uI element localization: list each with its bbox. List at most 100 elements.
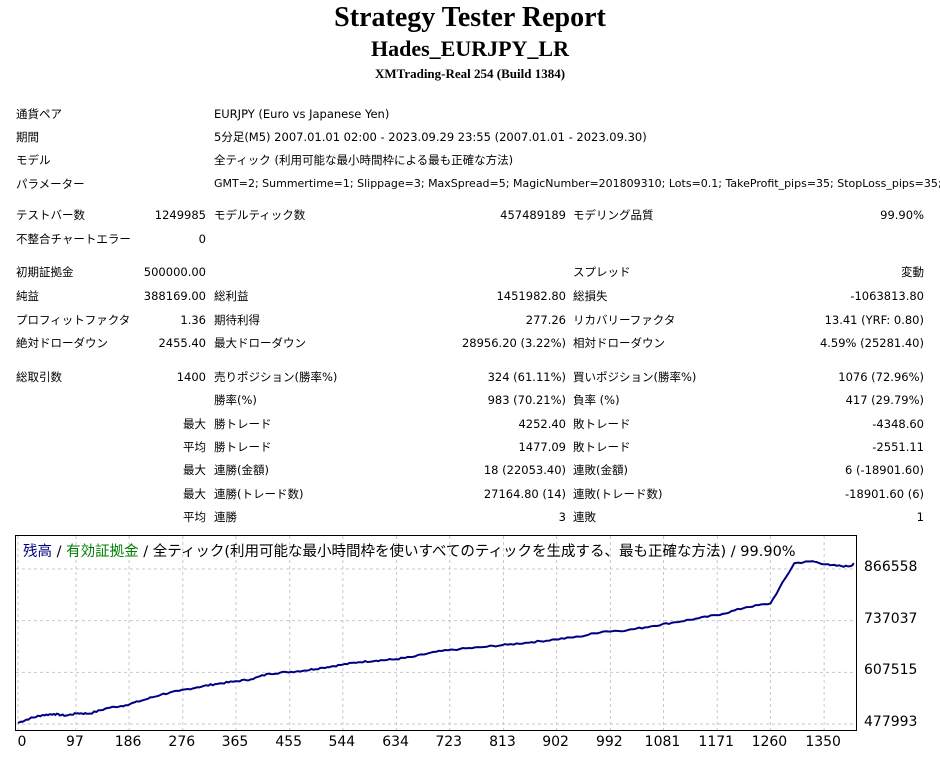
short-positions-label: 売りポジション(勝率%) xyxy=(214,370,338,384)
max-consecutive-profit-value: 27164.80 (14) xyxy=(483,487,566,501)
maximum-label: 最大 xyxy=(183,463,206,477)
recovery-factor-value: 13.41 (YRF: 0.80) xyxy=(824,313,924,327)
x-tick-label: 723 xyxy=(435,734,463,750)
quality-label: モデリング品質 xyxy=(573,208,654,222)
x-tick-label: 1260 xyxy=(751,734,788,750)
model-value: 全ティック (利用可能な最小時間枠による最も正確な方法) xyxy=(214,153,514,167)
y-tick-label: 607515 xyxy=(864,662,918,679)
balance-chart: 残高 / 有効証拠金 / 全ティック(利用可能な最小時間枠を使いすべてのティック… xyxy=(15,535,857,731)
x-tick-label: 544 xyxy=(328,734,356,750)
ticks-label: モデルティック数 xyxy=(214,208,306,222)
y-tick-label: 477993 xyxy=(864,714,918,730)
y-tick-label: 866558 xyxy=(864,559,918,575)
deposit-label: 初期証拠金 xyxy=(16,265,74,279)
largest-win-value: 4252.40 xyxy=(518,417,566,431)
mismatch-value: 0 xyxy=(198,232,206,246)
x-tick-label: 186 xyxy=(114,734,142,750)
short-positions-value: 324 (61.11%) xyxy=(487,370,566,384)
avg-consecutive-losses-value: 1 xyxy=(916,510,924,524)
mismatch-label: 不整合チャートエラー xyxy=(16,232,131,246)
largest-loss-label: 敗トレード xyxy=(573,417,631,431)
avg-label: 平均 xyxy=(183,510,206,524)
relative-drawdown-value: 4.59% (25281.40) xyxy=(819,336,924,350)
avg-consecutive-wins-value: 3 xyxy=(558,510,566,524)
avg-consecutive-wins-label: 連勝 xyxy=(214,510,237,524)
gross-loss-value: -1063813.80 xyxy=(850,289,924,303)
max-consecutive-loss-value: -18901.60 (6) xyxy=(845,487,924,501)
largest-loss-value: -4348.60 xyxy=(872,417,924,431)
max-consecutive-loss-label: 連敗(トレード数) xyxy=(573,487,663,501)
max-consecutive-wins-label: 連勝(金額) xyxy=(214,463,269,477)
period-label: 期間 xyxy=(16,130,39,144)
params-value: GMT=2; Summertime=1; Slippage=3; MaxSpre… xyxy=(214,177,940,190)
x-tick-label: 1350 xyxy=(805,734,841,750)
model-label: モデル xyxy=(16,153,51,167)
gross-profit-label: 総利益 xyxy=(214,289,249,303)
pair-label: 通貨ペア xyxy=(16,107,62,121)
legend-separator: / xyxy=(52,544,67,560)
max-consecutive-losses-label: 連敗(金額) xyxy=(573,463,628,477)
deposit-value: 500000.00 xyxy=(143,265,206,279)
period-value: 5分足(M5) 2007.01.01 02:00 - 2023.09.29 23… xyxy=(214,130,647,144)
spread-label: スプレッド xyxy=(573,265,631,279)
long-positions-label: 買いポジション(勝率%) xyxy=(573,370,697,384)
quality-value: 99.90% xyxy=(880,208,924,222)
average-label: 平均 xyxy=(183,440,206,454)
x-tick-label: 455 xyxy=(275,734,303,750)
profit-trades-value: 983 (70.21%) xyxy=(487,393,566,407)
balance-chart-svg xyxy=(16,536,856,730)
loss-trades-value: 417 (29.79%) xyxy=(845,393,924,407)
x-tick-label: 992 xyxy=(595,734,623,750)
x-tick-label: 634 xyxy=(382,734,409,750)
average-loss-value: -2551.11 xyxy=(872,440,924,454)
max-consecutive-wins-value: 18 (22053.40) xyxy=(483,463,566,477)
balance-line xyxy=(17,560,855,724)
ticks-value: 457489189 xyxy=(500,208,566,222)
pair-value: EURJPY (Euro vs Japanese Yen) xyxy=(214,107,390,121)
absolute-drawdown-value: 2455.40 xyxy=(158,336,206,350)
loss-trades-label: 負率 (%) xyxy=(573,393,620,407)
profit-factor-value: 1.36 xyxy=(180,313,206,327)
x-tick-label: 276 xyxy=(168,734,196,750)
params-label: パラメーター xyxy=(16,177,85,191)
max-consecutive-losses-value: 6 (-18901.60) xyxy=(845,463,924,477)
x-tick-label: 97 xyxy=(66,734,84,750)
legend-balance: 残高 xyxy=(23,544,52,560)
expected-payoff-value: 277.26 xyxy=(525,313,566,327)
average-win-label: 勝トレード xyxy=(214,440,272,454)
bars-value: 1249985 xyxy=(154,208,206,222)
profit-trades-label: 勝率(%) xyxy=(214,393,257,407)
profit-factor-label: プロフィットファクタ xyxy=(16,313,131,327)
average-win-value: 1477.09 xyxy=(518,440,566,454)
maximal-label: 最大 xyxy=(183,487,206,501)
relative-drawdown-label: 相対ドローダウン xyxy=(573,336,665,350)
maximal-drawdown-value: 28956.20 (3.22%) xyxy=(461,336,566,350)
server-info: XMTrading-Real 254 (Build 1384) xyxy=(374,66,566,81)
x-tick-label: 365 xyxy=(221,734,249,750)
max-consecutive-profit-label: 連勝(トレード数) xyxy=(214,487,304,501)
legend-equity: 有効証拠金 xyxy=(66,544,139,560)
y-tick-label: 737037 xyxy=(864,610,918,627)
recovery-factor-label: リカバリーファクタ xyxy=(573,313,676,327)
x-tick-label: 0 xyxy=(17,734,27,750)
bars-label: テストバー数 xyxy=(16,208,85,222)
expected-payoff-label: 期待利得 xyxy=(214,313,260,327)
net-profit-label: 純益 xyxy=(16,289,39,303)
total-trades-value: 1400 xyxy=(176,370,206,384)
absolute-drawdown-label: 絶対ドローダウン xyxy=(16,336,108,350)
gross-loss-label: 総損失 xyxy=(573,289,608,303)
gross-profit-value: 1451982.80 xyxy=(496,289,566,303)
expert-name: Hades_EURJPY_LR xyxy=(370,36,569,61)
x-tick-label: 1081 xyxy=(644,734,681,750)
largest-label: 最大 xyxy=(183,417,206,431)
x-tick-label: 813 xyxy=(489,734,516,750)
report-title: Strategy Tester Report xyxy=(334,2,606,33)
long-positions-value: 1076 (72.96%) xyxy=(838,370,924,384)
chart-legend: 残高 / 有効証拠金 / 全ティック(利用可能な最小時間枠を使いすべてのティック… xyxy=(23,540,796,561)
net-profit-value: 388169.00 xyxy=(143,289,206,303)
x-tick-label: 902 xyxy=(542,734,569,750)
spread-value: 変動 xyxy=(901,265,924,279)
avg-consecutive-losses-label: 連敗 xyxy=(573,510,596,524)
largest-win-label: 勝トレード xyxy=(214,417,272,431)
average-loss-label: 敗トレード xyxy=(573,440,631,454)
